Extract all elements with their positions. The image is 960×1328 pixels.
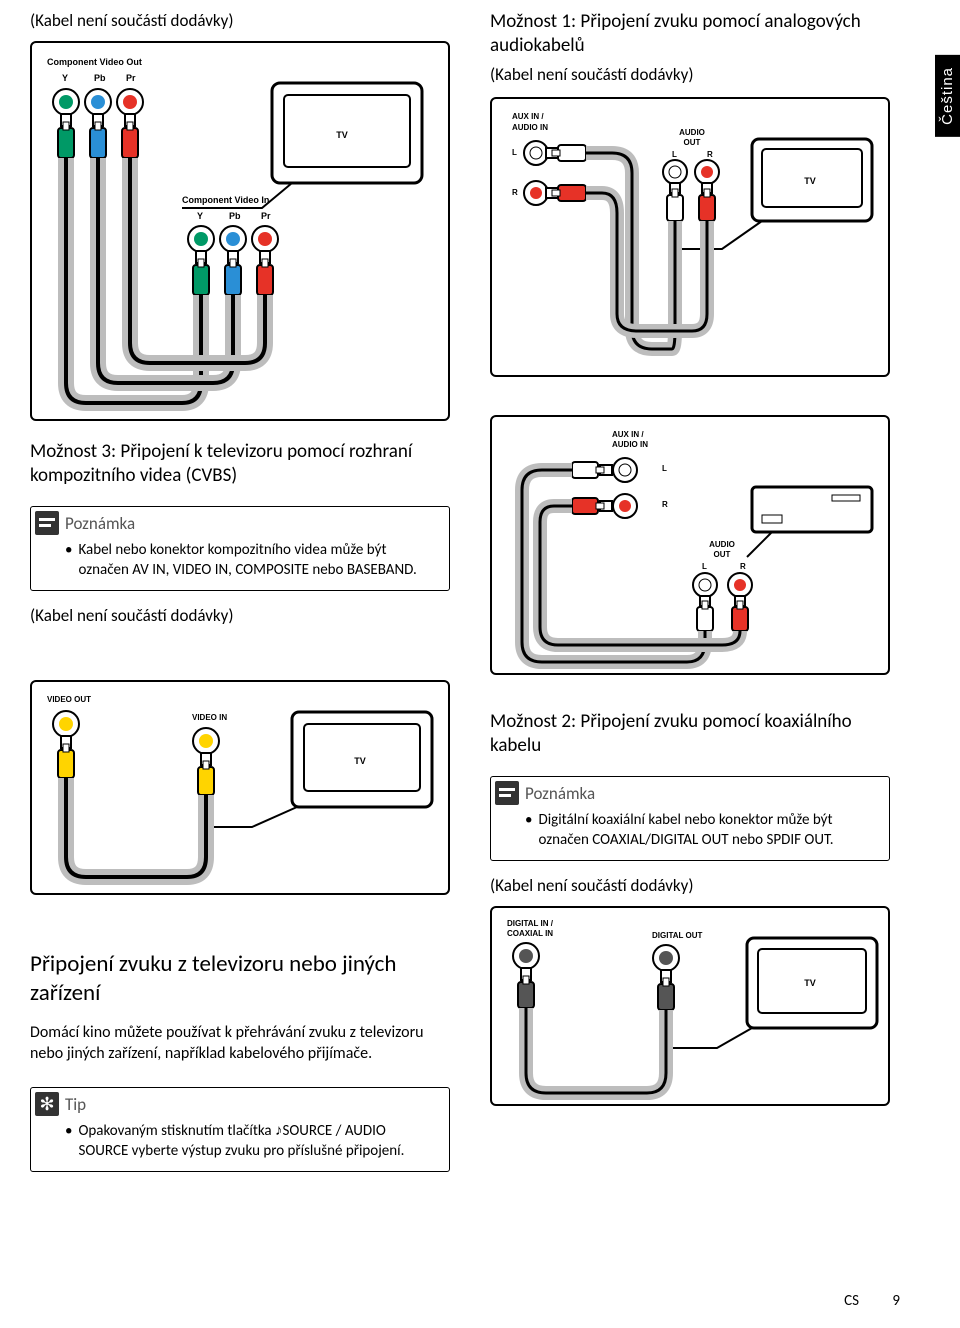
svg-text:AUDIO IN: AUDIO IN [512,123,548,132]
svg-text:L: L [512,148,517,157]
svg-text:DIGITAL OUT: DIGITAL OUT [652,931,702,940]
svg-text:Pr: Pr [261,211,271,221]
svg-text:AUDIO: AUDIO [709,540,735,549]
tip-icon: ✻ [35,1092,59,1116]
option3-title: Možnost 3: Připojení k televizoru pomocí… [30,440,450,488]
component-video-diagram: Component Video Out Y Pb Pr [32,43,452,423]
audio-in-device-diagram: AUX IN / AUDIO IN L R AUDIO OUT L R [492,417,892,677]
page-footer: CS 9 [844,1292,900,1310]
svg-text:OUT: OUT [714,550,731,559]
svg-text:Component Video In: Component Video In [182,195,269,205]
cable-note-1: (Kabel není součástí dodávky) [30,10,450,31]
svg-text:AUDIO: AUDIO [679,128,705,137]
svg-text:L: L [672,150,677,159]
footer-page: 9 [892,1292,900,1310]
tip-label: Tip [65,1094,439,1115]
option1-sub: (Kabel není součástí dodávky) [490,64,890,85]
svg-text:COAXIAL IN: COAXIAL IN [507,929,553,938]
svg-text:R: R [662,500,668,509]
svg-text:TV: TV [804,176,816,186]
svg-text:TV: TV [336,130,348,140]
option3-note-body: Kabel nebo konektor kompozitního videa m… [65,540,439,581]
svg-text:Pb: Pb [229,211,241,221]
svg-text:Y: Y [197,211,203,221]
svg-text:L: L [662,464,667,473]
analogue-audio-diagram: AUX IN / AUDIO IN L R TV AUDIO OUT L R [492,99,892,379]
svg-text:Component Video Out: Component Video Out [47,57,142,67]
option2-note-body: Digitální koaxiální kabel nebo konektor … [525,810,879,851]
note-icon [35,511,59,535]
connect-audio-body: Domácí kino můžete používat k přehrávání… [30,1022,450,1065]
cvbs-diagram: VIDEO OUT TV VIDEO IN [32,682,452,897]
option3-sub: (Kabel není součástí dodávky) [30,605,450,626]
svg-text:DIGITAL IN /: DIGITAL IN / [507,919,554,928]
svg-text:R: R [740,562,746,571]
svg-text:Pb: Pb [94,73,106,83]
svg-text:TV: TV [804,978,816,988]
language-tab: Čeština [935,55,960,137]
option2-note: Poznámka Digitální koaxiální kabel nebo … [490,776,890,862]
svg-text:OUT: OUT [684,138,701,147]
svg-text:AUDIO IN: AUDIO IN [612,440,648,449]
connect-audio-title: Připojení zvuku z televizoru nebo jiných… [30,950,450,1008]
svg-text:VIDEO IN: VIDEO IN [192,713,227,722]
tip-box: ✻ Tip Opakovaným stisknutím tlačítka ♪SO… [30,1087,450,1173]
note-icon [495,781,519,805]
option3-note: Poznámka Kabel nebo konektor kompozitníh… [30,506,450,592]
svg-text:R: R [707,150,713,159]
option2-title: Možnost 2: Připojení zvuku pomocí koaxiá… [490,710,890,758]
svg-text:VIDEO OUT: VIDEO OUT [47,695,91,704]
footer-lang: CS [844,1292,859,1310]
coaxial-diagram: DIGITAL IN / COAXIAL IN TV DIGITAL OUT [492,908,892,1108]
svg-text:Y: Y [62,73,68,83]
note-label: Poznámka [65,513,439,534]
option1-title: Možnost 1: Připojení zvuku pomocí analog… [490,10,890,58]
svg-text:AUX IN /: AUX IN / [612,430,644,439]
svg-text:AUX IN /: AUX IN / [512,112,544,121]
svg-text:R: R [512,188,518,197]
svg-text:TV: TV [354,756,366,766]
svg-text:Pr: Pr [126,73,136,83]
svg-text:L: L [702,562,707,571]
tip-body: Opakovaným stisknutím tlačítka ♪SOURCE /… [65,1121,439,1162]
note-label: Poznámka [525,783,879,804]
option2-sub: (Kabel není součástí dodávky) [490,875,890,896]
